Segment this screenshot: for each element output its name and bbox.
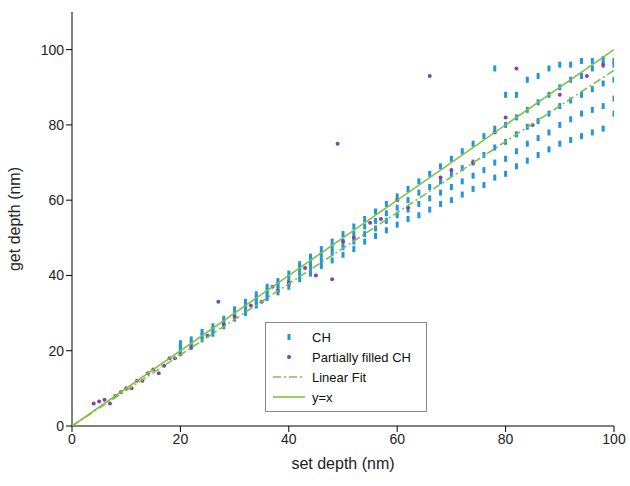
svg-text:60: 60 bbox=[48, 192, 64, 208]
svg-text:100: 100 bbox=[602, 431, 626, 447]
svg-text:set depth (nm): set depth (nm) bbox=[291, 455, 394, 472]
svg-text:80: 80 bbox=[48, 117, 64, 133]
svg-text:80: 80 bbox=[498, 431, 514, 447]
html-text:Linear Fit: Linear Fit bbox=[312, 369, 367, 385]
svg-text:20: 20 bbox=[48, 343, 64, 359]
svg-text:40: 40 bbox=[48, 267, 64, 283]
html-text:CH: CH bbox=[312, 329, 331, 345]
svg-text:40: 40 bbox=[281, 431, 297, 447]
html-text:Partially filled CH: Partially filled CH bbox=[312, 349, 411, 365]
svg-text:get depth (nm): get depth (nm) bbox=[6, 167, 23, 271]
svg-text:60: 60 bbox=[389, 431, 405, 447]
svg-text:0: 0 bbox=[68, 431, 76, 447]
svg-text:0: 0 bbox=[56, 418, 64, 434]
html-text:y=x: y=x bbox=[312, 389, 333, 405]
svg-text:100: 100 bbox=[41, 42, 65, 58]
svg-text:20: 20 bbox=[173, 431, 189, 447]
